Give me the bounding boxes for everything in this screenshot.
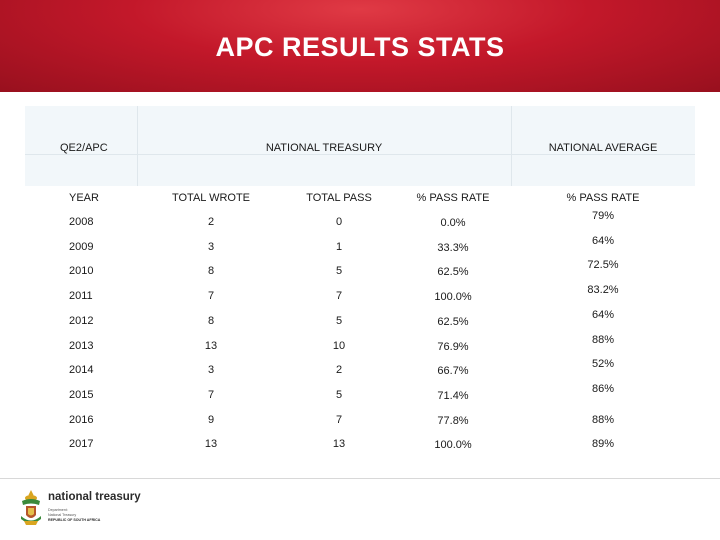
cell-year: 2015 <box>69 388 94 401</box>
cell-pass-rate: 66.7% <box>437 365 469 378</box>
cell-pass-rate: 62.5% <box>437 266 469 279</box>
logo-wordmark: national treasury <box>48 491 141 503</box>
column-header-pass-rate: % PASS RATE <box>416 192 490 204</box>
cell-total-wrote: 8 <box>207 265 215 278</box>
logo-subline: National Treasury <box>48 513 77 517</box>
column-header-total-wrote: TOTAL WROTE <box>171 192 251 204</box>
row-divider <box>25 154 695 155</box>
cell-total-wrote: 8 <box>207 314 215 327</box>
cell-total-wrote: 2 <box>207 216 215 228</box>
cell-total-wrote: 3 <box>207 364 215 377</box>
national-treasury-logo: national treasury Department: National T… <box>18 488 158 530</box>
cell-total-wrote: 13 <box>204 438 218 451</box>
cell-total-pass: 7 <box>335 413 343 426</box>
title-banner: APC RESULTS STATS <box>0 0 720 92</box>
cell-total-pass: 13 <box>332 438 346 451</box>
cell-year: 2008 <box>69 216 94 228</box>
cell-national-average: 64% <box>591 234 615 247</box>
cell-year: 2010 <box>69 265 94 278</box>
cell-national-average: 52% <box>591 358 615 371</box>
cell-national-average: 88% <box>591 413 615 426</box>
cell-pass-rate: 100.0% <box>434 439 472 452</box>
cell-national-average: 64% <box>591 308 615 321</box>
cell-total-wrote: 7 <box>207 388 215 401</box>
footer-divider <box>0 478 720 479</box>
cell-year: 2012 <box>69 314 94 327</box>
cell-year: 2016 <box>69 413 94 426</box>
cell-year: 2013 <box>69 339 94 352</box>
cell-total-wrote: 13 <box>204 339 218 352</box>
page-title: APC RESULTS STATS <box>215 32 505 62</box>
results-table: QE2/APC NATIONAL TREASURY NATIONAL AVERA… <box>25 106 695 456</box>
cell-pass-rate: 0.0% <box>440 217 466 229</box>
column-header-national-pass-rate: % PASS RATE <box>566 192 640 204</box>
cell-national-average: 83.2% <box>587 284 619 297</box>
cell-national-average: 86% <box>591 382 615 395</box>
cell-total-pass: 5 <box>335 314 343 327</box>
cell-national-average: 72.5% <box>587 259 619 272</box>
cell-total-pass: 0 <box>335 216 343 228</box>
cell-pass-rate: 71.4% <box>437 389 469 402</box>
cell-total-pass: 5 <box>335 388 343 401</box>
header-qe-apc: QE2/APC <box>60 142 108 154</box>
cell-pass-rate: 62.5% <box>437 315 469 328</box>
column-divider <box>137 106 138 186</box>
cell-year: 2011 <box>69 290 93 303</box>
table-header-band <box>25 106 695 186</box>
cell-total-wrote: 3 <box>207 240 215 253</box>
cell-pass-rate: 100.0% <box>434 291 472 304</box>
cell-national-average: 88% <box>591 333 615 346</box>
logo-subline: Department: <box>48 508 68 512</box>
cell-year: 2014 <box>69 364 94 377</box>
cell-total-pass: 1 <box>335 240 343 253</box>
cell-year: 2009 <box>69 240 94 253</box>
logo-subline: REPUBLIC OF SOUTH AFRICA <box>48 518 101 522</box>
cell-total-wrote: 9 <box>207 413 215 426</box>
cell-pass-rate: 33.3% <box>437 241 469 254</box>
cell-total-pass: 7 <box>335 290 343 303</box>
column-header-total-pass: TOTAL PASS <box>306 192 372 204</box>
cell-pass-rate: 76.9% <box>437 340 469 353</box>
header-national-average: NATIONAL AVERAGE <box>548 142 658 154</box>
header-national-treasury: NATIONAL TREASURY <box>265 142 383 154</box>
cell-total-pass: 10 <box>332 339 346 352</box>
cell-pass-rate: 77.8% <box>437 414 469 427</box>
cell-total-wrote: 7 <box>207 290 215 303</box>
cell-total-pass: 2 <box>335 364 343 377</box>
column-divider <box>511 106 512 186</box>
cell-year: 2017 <box>69 438 94 451</box>
column-header-year: YEAR <box>69 192 99 204</box>
cell-national-average: 79% <box>591 210 615 222</box>
cell-total-pass: 5 <box>335 265 343 278</box>
coat-of-arms-icon <box>21 490 41 525</box>
cell-national-average: 89% <box>591 438 615 451</box>
